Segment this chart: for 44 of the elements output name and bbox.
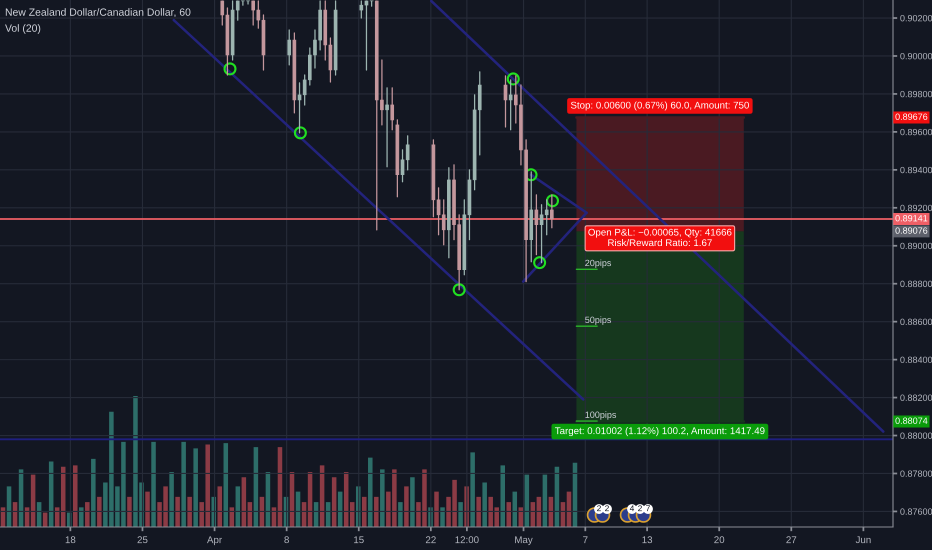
annotation: Open P&L: −0.00065, Qty: 41666 Risk/Reward Ratio: 1.67 <box>588 228 732 246</box>
x-tick-label: 12:00 <box>455 536 479 544</box>
annotation: 2 <box>638 505 642 512</box>
y-tick-label: 0.89800 <box>900 90 932 98</box>
x-tick-label: 20 <box>714 536 724 544</box>
x-tick-label: Apr <box>207 536 222 546</box>
y-tick-label: 0.87600 <box>900 508 932 515</box>
x-tick-label: 13 <box>642 536 652 544</box>
text: 0.88074 <box>895 418 928 424</box>
x-tick-label: 22 <box>426 536 436 544</box>
y-tick-label: 0.87800 <box>900 470 932 477</box>
x-tick-label: 15 <box>354 536 364 544</box>
x-tick-label: 18 <box>66 536 76 544</box>
annotation: 20pips <box>585 259 612 268</box>
x-tick-label: May <box>515 536 533 546</box>
annotation: 50pips <box>585 316 612 325</box>
text: 0.89076 <box>895 227 928 234</box>
y-tick-label: 0.88200 <box>900 394 932 401</box>
y-tick-label: 0.88400 <box>900 356 932 363</box>
chart-title: Vol (20) <box>5 24 40 34</box>
y-tick-label: 0.88000 <box>900 432 932 439</box>
annotation: 4 <box>630 505 634 512</box>
y-tick-label: 0.89600 <box>900 128 932 136</box>
y-tick-label: 0.89000 <box>900 242 932 250</box>
annotation: 2 <box>597 505 601 512</box>
x-tick-label: 27 <box>786 536 796 544</box>
annotation: Target: 0.01002 (1.12%) 100.2, Amount: 1417.49 <box>554 427 765 436</box>
annotation: 100pips <box>585 411 616 420</box>
text: 0.89676 <box>895 114 928 120</box>
y-tick-label: 0.90200 <box>900 14 932 22</box>
y-tick-label: 0.88600 <box>900 318 932 326</box>
y-tick-label: 0.90000 <box>900 52 932 60</box>
text: New Zealand Dollar/Canadian Dollar, 60 <box>6 8 190 18</box>
y-tick-label: 0.89200 <box>900 204 932 212</box>
x-tick-label: Jun <box>856 536 871 544</box>
y-tick-label: 0.89400 <box>900 166 932 174</box>
annotation: 2 <box>605 505 609 512</box>
x-tick-label: 8 <box>284 536 289 544</box>
ref-line-label: 0.89141 <box>895 215 928 222</box>
annotation: Stop: 0.00600 (0.67%) 60.0, Amount: 750 <box>570 101 749 111</box>
x-tick-label: 7 <box>583 536 588 544</box>
y-tick-label: 0.88800 <box>900 280 932 288</box>
x-tick-label: 25 <box>138 536 148 544</box>
annotation: 7 <box>646 505 650 512</box>
